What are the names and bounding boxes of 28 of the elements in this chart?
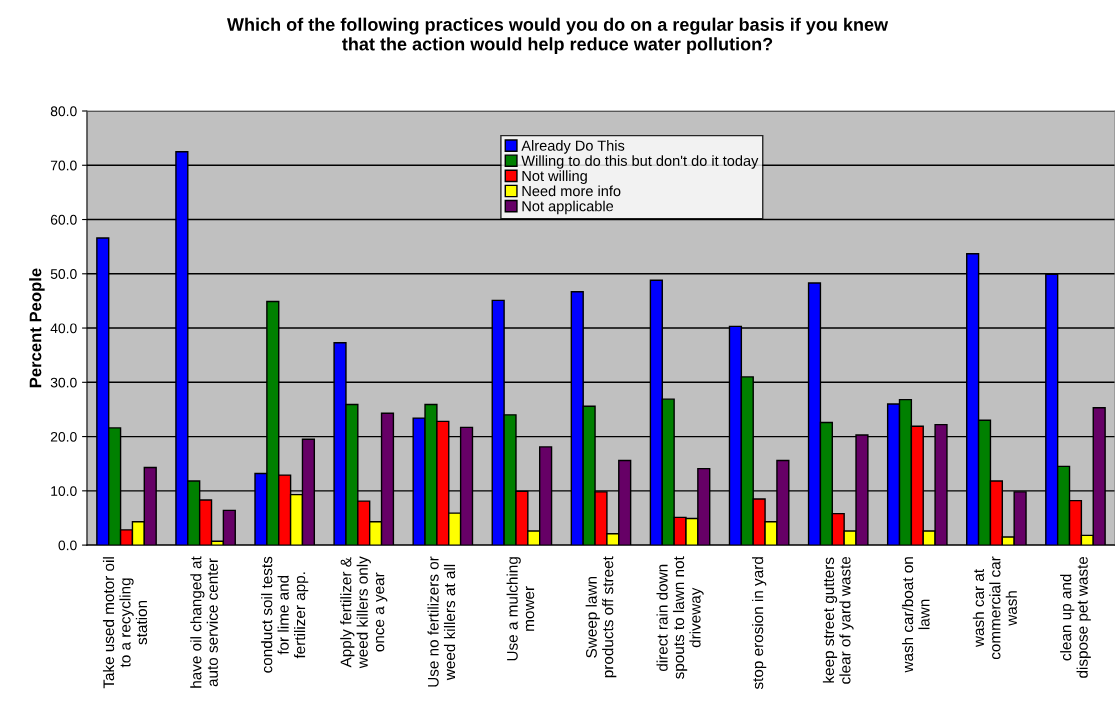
x-tick-label: Apply fertilizer & weed killers only once a year <box>340 556 388 669</box>
legend-label: Not applicable <box>522 200 614 215</box>
legend-label: Not willing <box>522 170 587 184</box>
x-tick-label: Take used motor oil to a recycling station <box>102 557 148 689</box>
x-tick-label: Use a mulching mower <box>506 557 535 661</box>
x-tick-label: Sweep lawn products off street <box>585 556 617 678</box>
y-axis-title: Percent People <box>29 268 45 388</box>
y-tick-label: 30.0 <box>50 377 77 388</box>
y-tick-label: 50.0 <box>50 269 77 279</box>
y-tick-label: 0.0 <box>58 540 77 551</box>
y-tick-label: 70.0 <box>50 160 77 171</box>
x-tick-label: direct rain down spouts to lawn not driveway <box>656 556 704 679</box>
legend-label: Willing to do this but don't do it today <box>521 155 759 169</box>
y-tick-label: 60.0 <box>50 214 77 225</box>
x-tick-label: have oil changed at auto service center <box>190 556 218 688</box>
x-tick-label: wash car/boat on lawn <box>901 557 930 673</box>
x-tick-label: clean up and dispose pet waste <box>1060 556 1091 678</box>
chart-title: Which of the following practices would you do on a regular basis if you knew that the action would help reduce water pollution? <box>226 17 889 55</box>
y-tick-label: 20.0 <box>50 431 77 442</box>
y-tick-label: 10.0 <box>51 486 77 496</box>
x-tick-label: wash car at commercial car wash <box>972 556 1017 660</box>
x-tick-label: keep street gutters clear of yard waste <box>822 556 854 684</box>
y-tick-label: 80.0 <box>50 106 77 117</box>
legend-label: Already Do This <box>521 140 625 154</box>
x-tick-label: stop erosion in yard <box>752 557 767 690</box>
legend-label: Need more info <box>522 185 621 197</box>
x-tick-label: conduct soil tests for lime and fertilizer app. <box>261 556 309 673</box>
y-tick-label: 40.0 <box>50 323 77 334</box>
